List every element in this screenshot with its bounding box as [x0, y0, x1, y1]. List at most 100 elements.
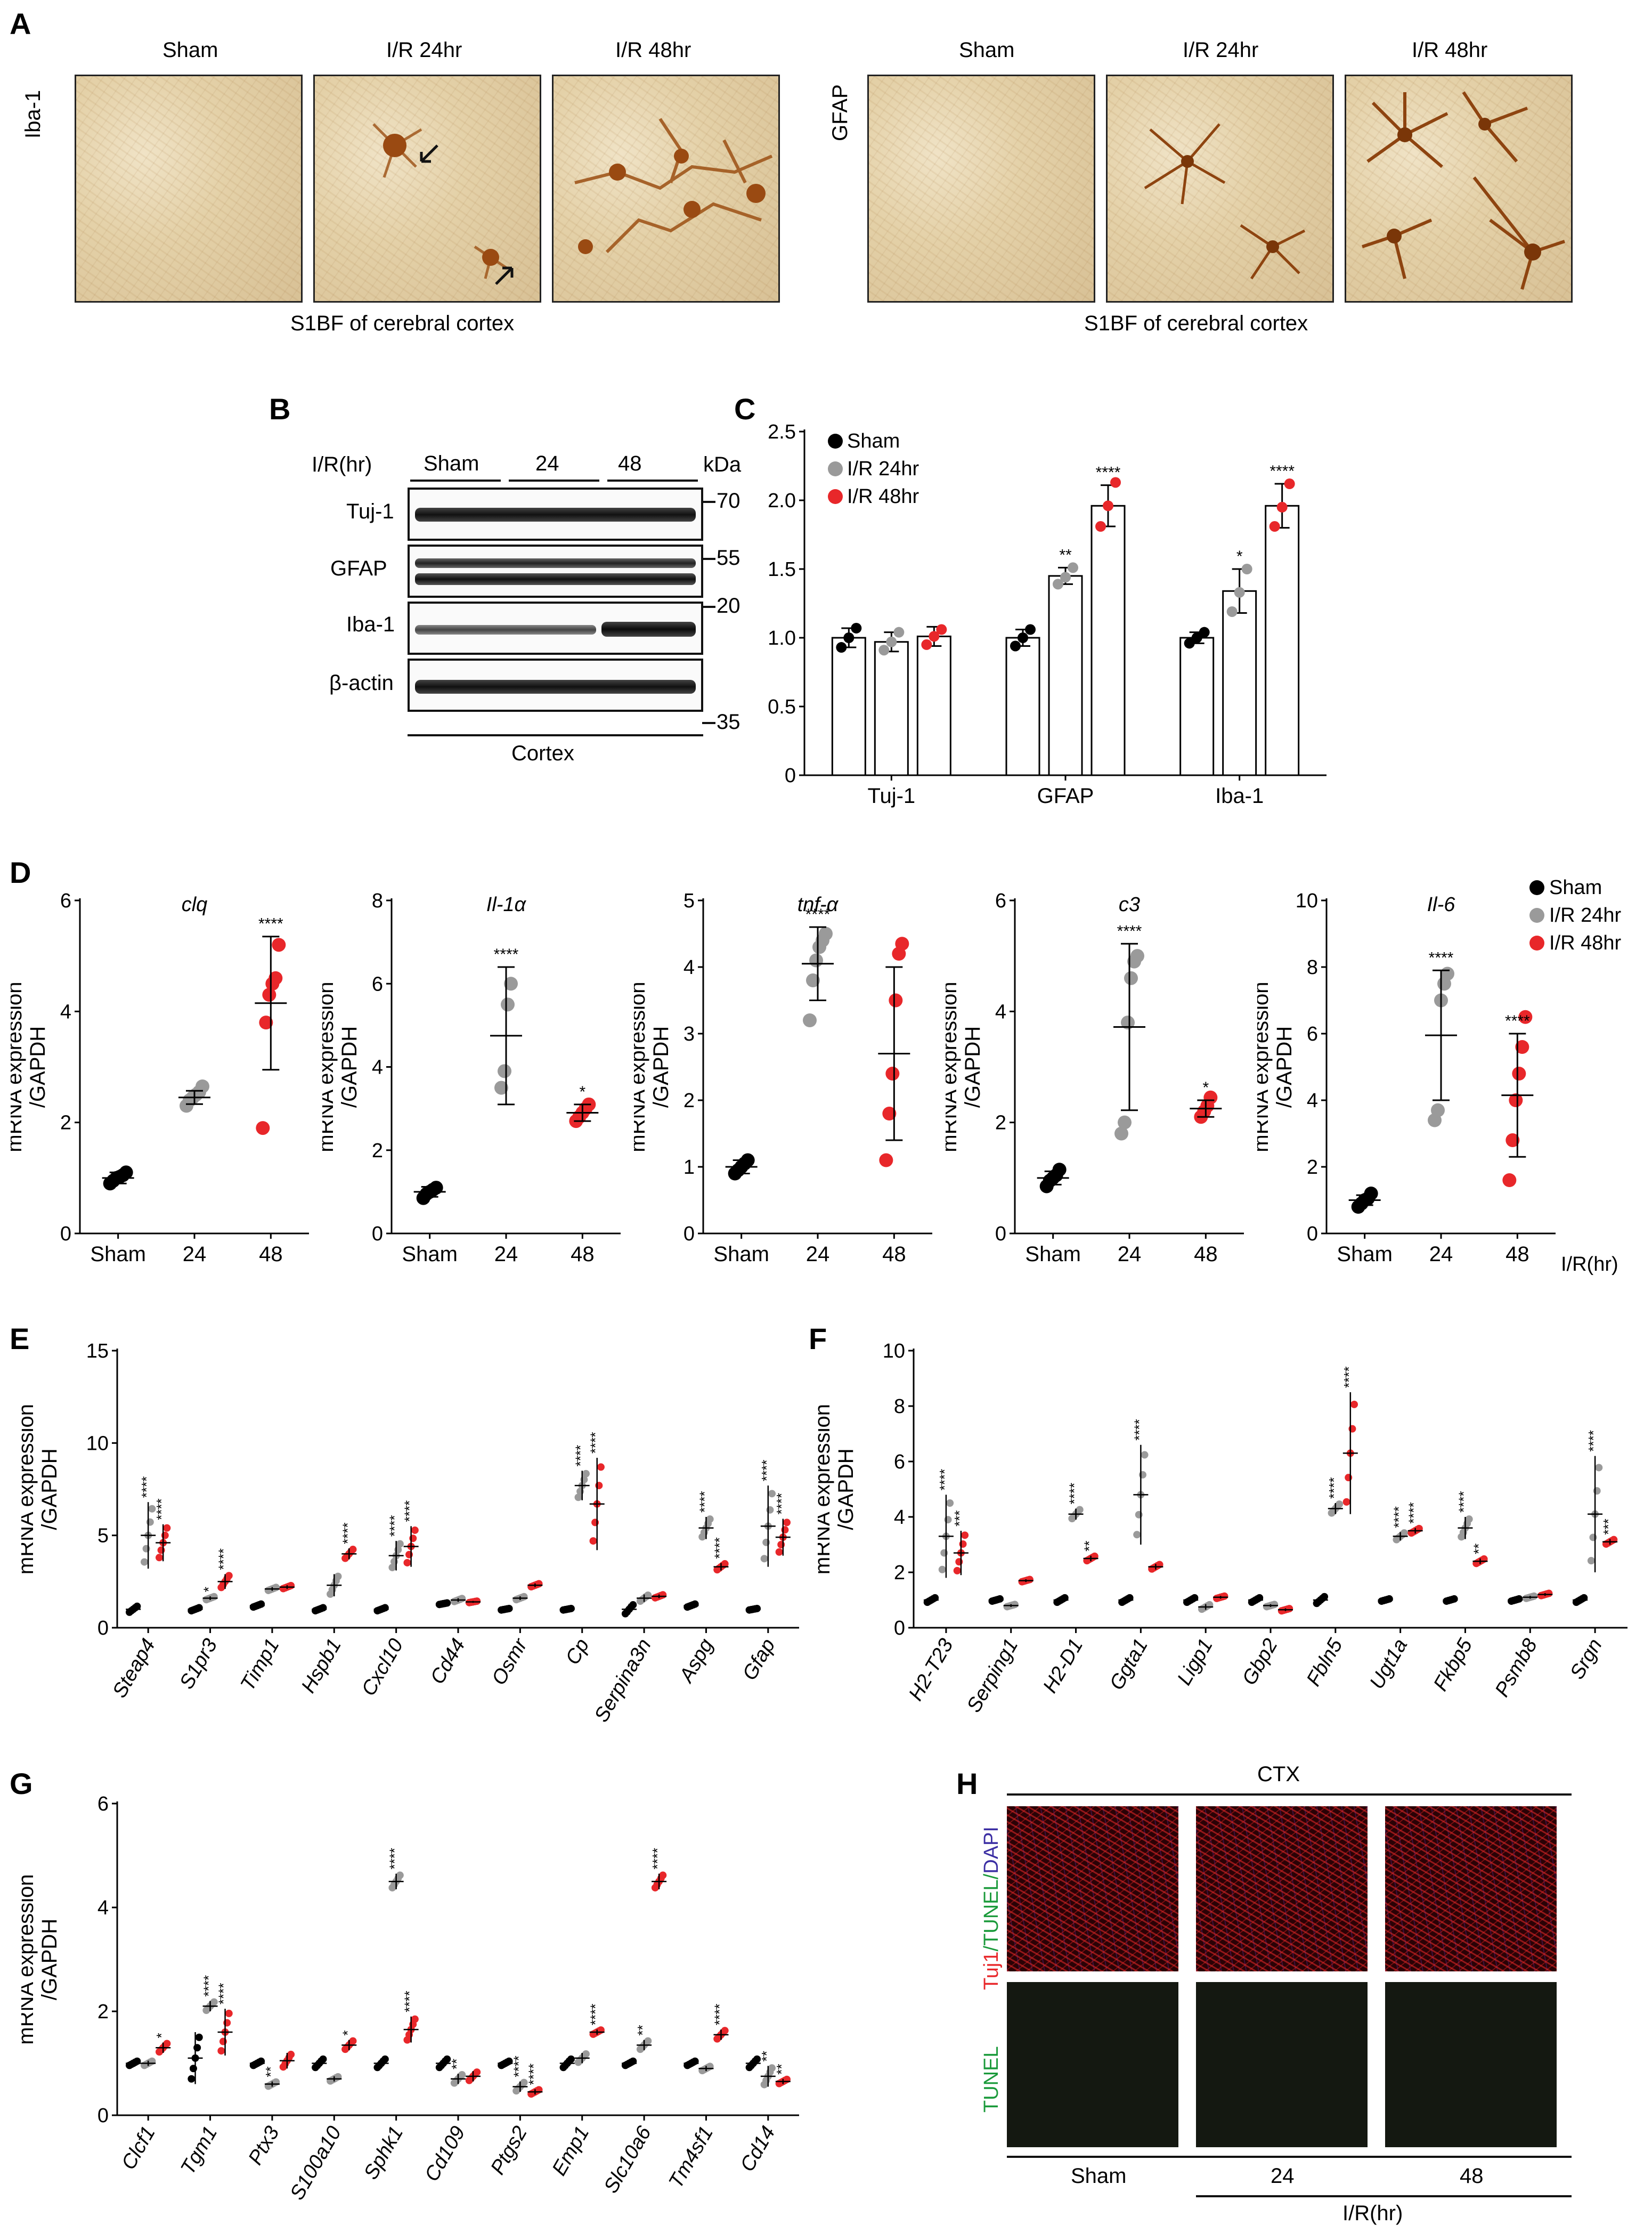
- chart-d4-y-tick-label: 0: [995, 1223, 1006, 1245]
- chart-g-x-label: Sphk1: [360, 2123, 408, 2183]
- chart-g-point: [753, 2055, 761, 2063]
- chart-d1-title: clq: [182, 894, 208, 916]
- chart-d-legend-sham: Sham: [1549, 879, 1602, 899]
- chart-c-point: [1068, 562, 1078, 573]
- chart-d5-y-tick-label: 0: [1307, 1223, 1318, 1245]
- chart-c-y-tick-label: 1.0: [768, 627, 796, 649]
- chart-f-point: [1336, 1500, 1344, 1508]
- chart-d4-point: [1121, 1016, 1135, 1030]
- chart-g-x-label: S100a10: [286, 2123, 346, 2204]
- chart-c-point: [1269, 521, 1280, 532]
- chart-g-significance: **: [634, 2025, 650, 2035]
- chart-f-point: [938, 1565, 946, 1573]
- chart-d4-point: [1052, 1163, 1067, 1177]
- chart-c-point: [1234, 587, 1245, 598]
- panel-h-sham-merge-image: [1007, 1806, 1178, 1971]
- chart-c-significance: **: [1059, 546, 1072, 564]
- chart-g-significance: **: [449, 2059, 465, 2069]
- chart-c-point: [1095, 521, 1106, 532]
- panel-h-48-tunel-image: [1385, 1982, 1557, 2147]
- chart-d1-x-label: 24: [183, 1243, 207, 1266]
- chart-d3-x-label: 48: [882, 1243, 906, 1266]
- chart-e-point: [411, 1526, 419, 1534]
- chart-f-point: [946, 1499, 954, 1507]
- chart-g-significance: *: [153, 2033, 169, 2038]
- chart-d1-y-tick-label: 4: [60, 1001, 71, 1023]
- chart-c-x-label: Tuj-1: [868, 784, 916, 808]
- panel-a-col-ir48-gfap: I/R 48hr: [1412, 38, 1488, 62]
- chart-g-significance: **: [759, 2051, 775, 2061]
- chart-f-point: [1026, 1576, 1033, 1584]
- chart-g-significance: **: [774, 2064, 790, 2075]
- chart-d3: 0 1 2 3 4 5 mRNA expression/GAPDH tnf-α Sham 24 **…: [634, 890, 932, 1266]
- chart-g-significance: *: [339, 2031, 355, 2036]
- chart-e-point: [257, 1600, 265, 1608]
- chart-g-x-label: Emp1: [548, 2123, 594, 2180]
- chart-c-legend-marker: [828, 461, 843, 476]
- chart-c-point: [1241, 564, 1252, 574]
- chart-d2-point: [501, 997, 515, 1012]
- chart-c-point: [1191, 632, 1202, 643]
- chart-c-y-tick-label: 2.0: [768, 490, 796, 512]
- chart-d4-x-label: 24: [1118, 1243, 1142, 1266]
- chart-c-point: [893, 627, 905, 638]
- chart-d3-point: [882, 1107, 897, 1120]
- chart-d3-point: [806, 973, 820, 987]
- chart-c-point: [1199, 627, 1210, 638]
- chart-f-point: [1400, 1529, 1408, 1537]
- chart-c-bar: [874, 641, 909, 776]
- panel-letter-d: D: [10, 856, 31, 889]
- blot-header-label: I/R(hr): [312, 453, 372, 476]
- panel-a-right-caption: S1BF of cerebral cortex: [1084, 312, 1308, 335]
- chart-f-point: [1465, 1515, 1473, 1523]
- chart-d3-point: [819, 927, 833, 941]
- chart-d3-title: tnf-α: [797, 894, 839, 916]
- chart-g-y-tick-label: 0: [97, 2105, 109, 2127]
- chart-e-x-label: Osmr: [487, 1634, 532, 1689]
- chart-c-point: [1025, 624, 1036, 635]
- chart-f-point: [944, 1516, 952, 1524]
- chart-d5-point: [1512, 1067, 1526, 1081]
- chart-f-x-label: Ggta1: [1105, 1635, 1152, 1694]
- chart-d2-x-label: 48: [571, 1243, 595, 1266]
- chart-e-point: [458, 1595, 466, 1603]
- chart-d5-ylabel: mRNA expression/GAPDH: [1257, 981, 1296, 1152]
- chart-d4-significance: *: [1202, 1079, 1209, 1097]
- chart-c-bar: [1222, 590, 1257, 776]
- chart-f-significance: ****: [1326, 1477, 1342, 1499]
- chart-g-significance: ****: [649, 1848, 665, 1869]
- chart-e-x-label: Serpina3n: [590, 1635, 656, 1726]
- blot-footer-cortex: Cortex: [511, 742, 574, 765]
- chart-g-point: [443, 2055, 451, 2063]
- chart-d3-x-label: Sham: [713, 1243, 769, 1266]
- chart-f-point: [1133, 1531, 1141, 1539]
- chart-g-y-tick-label: 6: [97, 1793, 109, 1815]
- panel-h-col-sham: Sham: [1071, 2164, 1127, 2188]
- chart-f-significance: ****: [1341, 1367, 1357, 1388]
- chart-e-point: [781, 1526, 789, 1534]
- chart-d5-point: [1509, 1093, 1523, 1107]
- chart-e-point: [505, 1604, 513, 1612]
- chart-g-significance: ****: [201, 1975, 217, 1996]
- chart-f-significance: ****: [1455, 1491, 1471, 1513]
- chart-d3-y-tick-label: 4: [683, 956, 695, 979]
- chart-e-significance: ****: [402, 1500, 418, 1522]
- panel-h-xlabel: I/R(hr): [1342, 2202, 1403, 2225]
- chart-g-significance: **: [263, 2066, 279, 2077]
- chart-e-point: [409, 1534, 417, 1542]
- chart-f-point: [1350, 1400, 1358, 1408]
- chart-e-point: [597, 1463, 605, 1471]
- chart-e-significance: ****: [339, 1522, 355, 1544]
- chart-g-significance: ****: [510, 2056, 526, 2077]
- chart-e-significance: ****: [774, 1493, 790, 1514]
- panel-letter-a: A: [10, 7, 31, 40]
- chart-d4-point: [1124, 971, 1138, 985]
- chart-d2-point: [498, 1064, 511, 1078]
- chart-e-point: [349, 1546, 357, 1554]
- chart-g-significance: ****: [588, 2004, 604, 2025]
- chart-e-x-label: Timp1: [237, 1635, 284, 1695]
- panel-h-label-tunel: /TUNEL/: [980, 1873, 1003, 1952]
- chart-f-y-tick-label: 6: [894, 1451, 905, 1473]
